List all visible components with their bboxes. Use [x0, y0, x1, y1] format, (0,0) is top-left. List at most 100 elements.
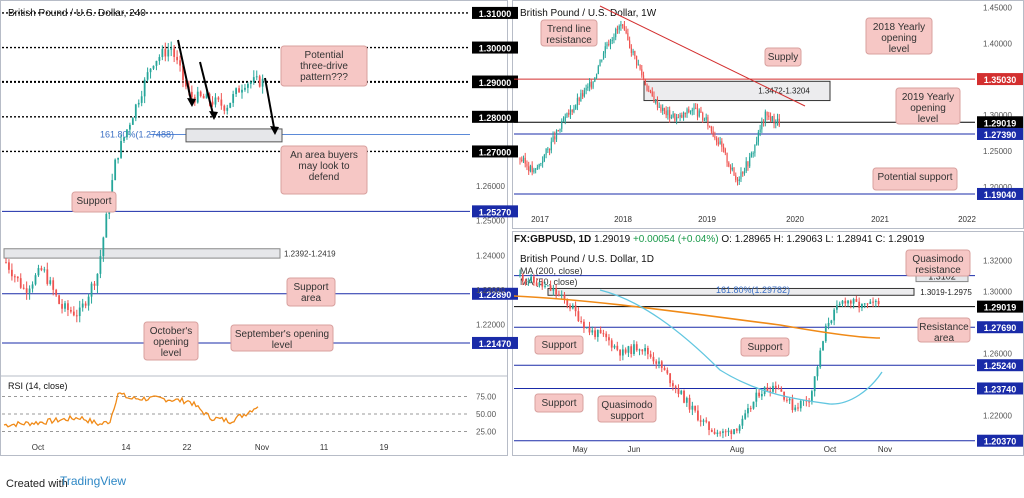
p3-candle-body — [705, 420, 708, 422]
p2-candle-body — [677, 117, 679, 119]
p1-level-label: 1.27000 — [479, 147, 512, 157]
p2-candle-body — [722, 146, 725, 150]
p3-candle-body — [596, 329, 599, 337]
p2-candle-body — [641, 69, 643, 76]
p1-candle-body — [8, 262, 10, 270]
p2-candle-body — [691, 109, 693, 111]
p3-scale-tick: 1.32000 — [983, 256, 1012, 265]
p2-callout-supply-box — [764, 47, 802, 67]
p1-callout-threedrive-text: Potential — [305, 50, 344, 61]
p2-candle-body — [662, 107, 664, 112]
p3-resistance-zone — [547, 287, 915, 296]
p2-level-tag — [977, 187, 1023, 200]
p3-candle-body — [702, 420, 705, 422]
p1-callout-threedrive-text: pattern??? — [300, 72, 348, 83]
p3-candle-body — [571, 305, 574, 309]
p1-scale-tick: 1.25000 — [476, 217, 505, 226]
p1-candle-body — [90, 283, 93, 297]
p2-candle-body — [630, 48, 632, 53]
p3-candle-body — [819, 350, 822, 368]
p3-candle-body — [666, 370, 669, 374]
p2-candle-body — [773, 115, 775, 124]
p2-scale-tick: 1.25000 — [983, 147, 1012, 156]
p2-candle-body — [709, 126, 711, 128]
p1-x-tick: 14 — [122, 443, 131, 452]
p1-callout-buyers-text: may look to — [298, 161, 350, 172]
p3-scale-tick: 1.30000 — [983, 287, 1012, 296]
p2-callout-2019-text: opening — [910, 103, 946, 114]
p1-candle-body — [46, 269, 49, 284]
p1-candle-body — [16, 276, 19, 279]
p3-zone-label: 1.3019-1.2975 — [920, 288, 972, 297]
p3-candle-body — [844, 300, 847, 304]
p2-candle-body — [632, 50, 634, 53]
p2-x-tick: 2020 — [786, 215, 804, 224]
p3-candle-body — [616, 345, 619, 350]
p2-candle-body — [768, 115, 770, 118]
p1-candle-body — [143, 79, 146, 97]
p3-candle-body — [766, 387, 769, 391]
p2-candle-body — [580, 93, 582, 102]
p3-x-tick: Oct — [824, 445, 837, 454]
p3-candle-body — [874, 300, 877, 302]
p2-candle-body — [528, 166, 530, 172]
p3-candle-body — [708, 421, 710, 430]
p2-scale-tick: 1.40000 — [983, 39, 1012, 48]
p1-candle-body — [120, 140, 122, 158]
p2-candle-body — [521, 159, 523, 162]
p2-candle-body — [724, 149, 726, 153]
footer-created-text: Created with — [6, 478, 68, 490]
p2-candle-body — [681, 115, 683, 118]
p3-level-tag — [977, 321, 1023, 334]
p2-scale-tick: 1.30000 — [983, 111, 1012, 120]
p2-candle-body — [524, 157, 526, 164]
p3-candle-body — [827, 322, 830, 326]
p2-candle-body — [745, 161, 747, 172]
p3-candle-body — [861, 303, 863, 308]
p1-level-tag — [472, 41, 518, 54]
p2-candle-body — [653, 96, 655, 103]
p1-candle-body — [64, 303, 66, 309]
p1-candle-body — [247, 83, 249, 88]
tradingview-logo[interactable]: TradingView — [60, 474, 127, 488]
p3-candle-body — [519, 274, 521, 276]
p2-candle-body — [665, 110, 667, 116]
p1-callout-october-text: level — [161, 348, 182, 359]
p1-buy-zone — [185, 128, 283, 143]
p2-candle-body — [575, 105, 577, 109]
p2-candle-body — [655, 99, 657, 103]
p2-candle-body — [750, 153, 753, 157]
p2-candle-body — [568, 112, 570, 115]
p2-callout-2018-text: level — [889, 44, 910, 55]
p3-callout-support1-text: Support — [747, 342, 782, 353]
p2-candle-body — [599, 59, 601, 67]
p2-candle-body — [538, 163, 540, 168]
p1-candle-body — [158, 57, 161, 61]
p3-callout-qm-sup-box — [597, 395, 657, 423]
p2-candle-body — [635, 55, 638, 65]
p3-candle-body — [685, 397, 688, 403]
p1-candle-body — [134, 104, 137, 119]
p3-callout-qm-res-text: Quasimodo — [912, 254, 964, 265]
p2-candle-body — [707, 117, 709, 127]
p3-scale-tick: 1.26000 — [983, 349, 1012, 358]
p3-qm-label: 1.3102 — [928, 272, 956, 282]
p3-candle-body — [683, 390, 685, 403]
p2-candle-body — [693, 107, 695, 110]
p2-candle-body — [759, 129, 761, 133]
p3-candle-body — [688, 397, 691, 410]
p3-candle-body — [808, 401, 811, 403]
p3-candle-body — [546, 285, 549, 287]
p1-level-label: 1.28000 — [479, 113, 512, 123]
p3-candle-body — [830, 320, 833, 323]
p1-arrow — [177, 39, 193, 106]
p2-candle-body — [637, 64, 639, 66]
p2-level-tag — [977, 73, 1023, 86]
p3-candle-body — [555, 288, 558, 295]
p3-candle-body — [777, 388, 780, 390]
p3-candle-body — [838, 303, 841, 306]
p1-level-label: 1.25270 — [479, 207, 512, 217]
p3-candle-body — [699, 420, 702, 422]
p2-candle-body — [522, 157, 525, 162]
p2-level-label: 1.19040 — [984, 190, 1017, 200]
